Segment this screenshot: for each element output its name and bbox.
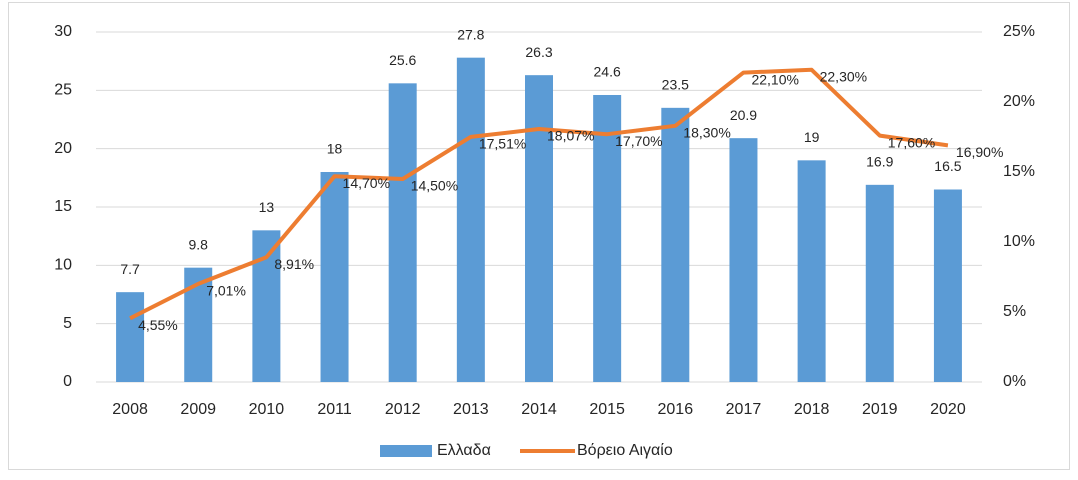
y-tick-label: 0 (63, 373, 72, 390)
bar (388, 83, 417, 382)
x-tick-label: 2016 (658, 401, 694, 418)
x-tick-label: 2018 (794, 401, 830, 418)
y-tick-label: 5 (63, 315, 72, 332)
line-value-label: 18,30% (683, 125, 730, 141)
line-value-label: 22,30% (820, 69, 867, 85)
bar-value-label: 13 (259, 199, 275, 215)
line-value-label: 14,50% (411, 178, 458, 194)
bar (593, 95, 622, 382)
line-value-label: 4,55% (138, 317, 178, 333)
bar-value-label: 23.5 (662, 77, 689, 93)
bar (116, 292, 145, 382)
y-tick-label: 30 (54, 23, 72, 40)
y-tick-label: 20 (54, 140, 72, 157)
bar (729, 138, 758, 382)
line (129, 67, 949, 321)
legend-label: Βόρειο Αιγαίο (577, 442, 673, 459)
x-tick-label: 2017 (726, 401, 762, 418)
legend-marker (380, 445, 432, 457)
x-tick-label: 2014 (521, 401, 557, 418)
x-tick-label: 2013 (453, 401, 489, 418)
x-tick-label: 2008 (112, 401, 148, 418)
bar (320, 172, 349, 382)
x-tick-label: 2015 (589, 401, 625, 418)
y2-tick-label: 0% (1003, 373, 1026, 390)
y2-tick-label: 20% (1003, 93, 1035, 110)
y2-tick-label: 25% (1003, 23, 1035, 40)
line-value-label: 17,60% (888, 134, 935, 150)
y-tick-label: 10 (54, 257, 72, 274)
bar-value-label: 24.6 (594, 64, 621, 80)
bar (797, 160, 826, 382)
line-value-label: 17,51% (479, 136, 526, 152)
line-value-label: 18,07% (547, 128, 594, 144)
line-value-label: 7,01% (206, 283, 246, 299)
line-value-label: 14,70% (343, 175, 390, 191)
x-tick-label: 2012 (385, 401, 421, 418)
bar-value-label: 7.7 (120, 261, 140, 277)
bar-value-label: 9.8 (188, 236, 208, 252)
y-tick-label: 15 (54, 198, 72, 215)
y2-tick-label: 15% (1003, 163, 1035, 180)
bar-value-label: 20.9 (730, 107, 757, 123)
x-tick-label: 2010 (249, 401, 285, 418)
bar (252, 230, 281, 382)
x-tick-label: 2020 (930, 401, 966, 418)
x-tick-label: 2009 (180, 401, 216, 418)
line-value-label: 16,90% (956, 144, 1003, 160)
bar-value-label: 27.8 (457, 26, 484, 42)
bar (456, 57, 485, 383)
bar-value-label: 25.6 (389, 52, 416, 68)
bar-value-label: 16.5 (934, 158, 961, 174)
bar (865, 184, 894, 382)
y2-tick-label: 5% (1003, 303, 1026, 320)
line-value-label: 22,10% (751, 71, 798, 87)
bar-value-label: 19 (804, 129, 820, 145)
line-value-label: 8,91% (274, 256, 314, 272)
bar (661, 107, 690, 382)
line-value-label: 17,70% (615, 133, 662, 149)
x-tick-label: 2019 (862, 401, 898, 418)
x-tick-label: 2011 (317, 401, 352, 418)
bar-value-label: 26.3 (525, 44, 552, 60)
legend-label: Ελλαδα (437, 442, 491, 459)
bar-value-label: 16.9 (866, 154, 893, 170)
bar (933, 189, 962, 382)
y2-tick-label: 10% (1003, 233, 1035, 250)
bar-value-label: 18 (327, 141, 343, 157)
y-tick-label: 25 (54, 82, 72, 99)
bar (525, 75, 553, 383)
